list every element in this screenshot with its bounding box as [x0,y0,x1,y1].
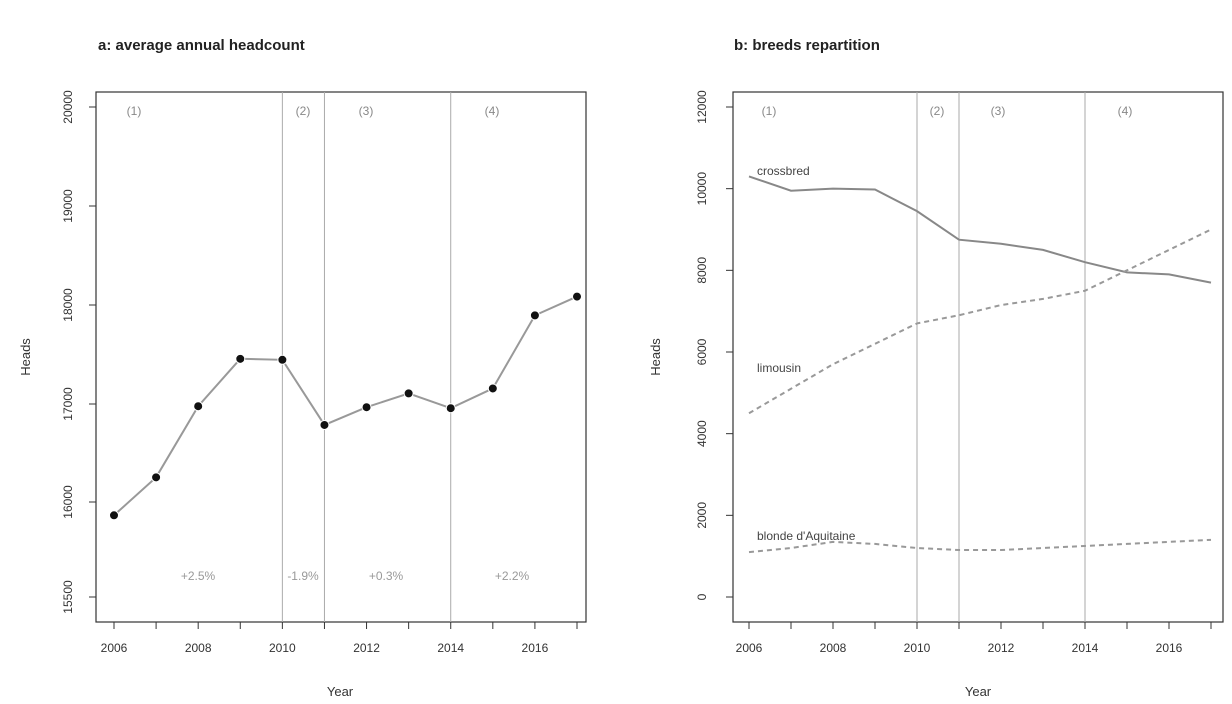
chart-a-period-label: (1) [127,104,142,118]
chart-b-ylabel: Heads [648,338,663,376]
chart-a-ytick-label: 18000 [61,288,75,322]
chart-b-period-label: (4) [1118,104,1133,118]
chart-b-ytick-label: 0 [695,593,709,600]
chart-b-series-line [748,228,1212,415]
chart-a-point [529,310,540,321]
chart-a-point [319,419,330,430]
chart-b-xtick-label: 2014 [1072,641,1099,655]
chart-a-point [193,401,204,412]
chart-b-xtick-label: 2016 [1156,641,1183,655]
chart-a-growth-label: +2.2% [495,569,530,583]
chart-a-xlabel: Year [327,684,354,699]
chart-b-ytick-label: 12000 [695,90,709,124]
chart-a-series-line [113,295,578,517]
chart-a-point [403,388,414,399]
chart-a-plot: 2006 2008 2010 2012 2014 2016 15500 16000 17000 1… [61,90,582,655]
chart-a-xtick-label: 2012 [353,641,380,655]
chart-b-period-label: (3) [991,104,1006,118]
chart-a-growth-label: -1.9% [287,569,319,583]
chart-b-title: b: breeds repartition [734,37,880,54]
chart-b-xtick-label: 2006 [736,641,763,655]
chart-b-period-label: (2) [930,104,945,118]
chart-a-ylabel: Heads [18,338,33,376]
chart-a-xtick-label: 2010 [269,641,296,655]
chart-a-point [487,383,498,394]
chart-b-ytick-label: 8000 [695,257,709,284]
chart-b-series-label: blonde d'Aquitaine [757,529,856,543]
chart-a-period-label: (4) [485,104,500,118]
chart-b-xlabel: Year [965,684,992,699]
chart-a-xtick-label: 2008 [185,641,212,655]
chart-a-ytick-label: 16000 [61,485,75,519]
chart-a-period-label: (2) [296,104,311,118]
chart-b-ytick-label: 2000 [695,502,709,529]
chart-a-point [151,472,162,483]
chart-a-period-label: (3) [359,104,374,118]
chart-a-ytick-label: 19000 [61,189,75,223]
chart-b-series-line [748,175,1212,284]
chart-b-xtick-label: 2010 [904,641,931,655]
chart-b-frame [732,91,1224,623]
chart-a-point [277,354,288,365]
chart-a-growth-label: +0.3% [369,569,404,583]
chart-a-point [235,353,246,364]
chart-b-series-label: limousin [757,361,801,375]
chart-a-growth-label: +2.5% [181,569,216,583]
chart-a-point [361,402,372,413]
chart-a-xtick-label: 2016 [522,641,549,655]
chart-a-title: a: average annual headcount [98,37,305,54]
chart-b-plot: 2006 2008 2010 2012 2014 2016 0 2000 4000 6000 800… [695,90,1212,655]
chart-a-xtick-label: 2006 [101,641,128,655]
chart-a-point [109,510,119,521]
chart-b-series-label: crossbred [757,164,810,178]
chart-b-period-label: (1) [762,104,777,118]
chart-b-xtick-label: 2012 [988,641,1015,655]
chart-a-ytick-label: 15500 [61,580,75,614]
chart-a-ytick-label: 20000 [61,90,75,124]
chart-a-point [445,403,456,414]
chart-b-ytick-label: 4000 [695,420,709,447]
chart-a-point [572,291,582,302]
chart-b-ytick-label: 6000 [695,338,709,365]
chart-a-xtick-label: 2014 [437,641,464,655]
chart-a-frame [95,91,587,623]
chart-a-ytick-label: 17000 [61,387,75,421]
chart-b-xtick-label: 2008 [820,641,847,655]
chart-b-ytick-label: 10000 [695,172,709,206]
